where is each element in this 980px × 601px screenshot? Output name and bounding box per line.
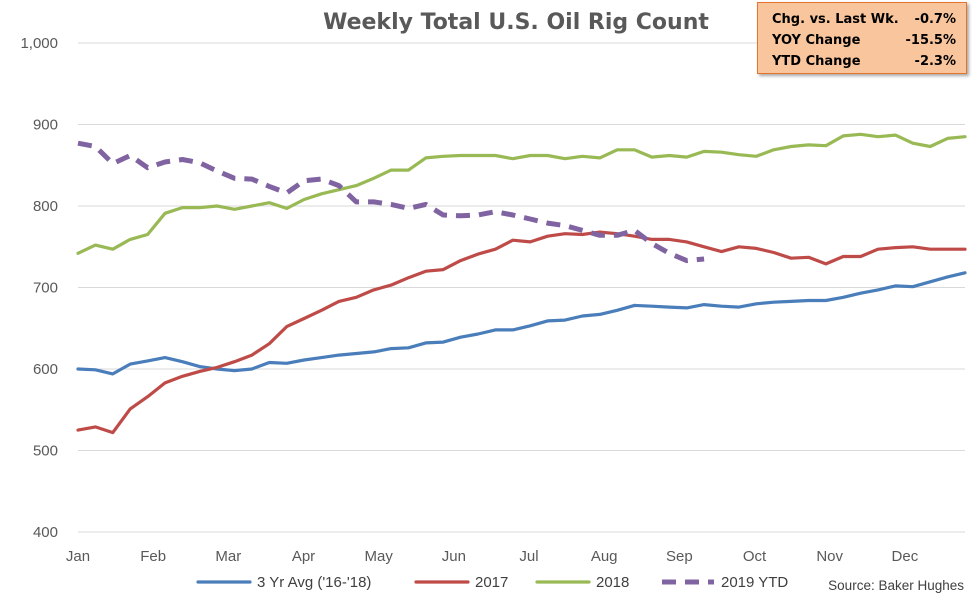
legend-item: 2017 <box>414 574 508 591</box>
y-tick-label: 500 <box>33 443 58 460</box>
y-tick-label: 600 <box>33 361 58 378</box>
legend-label: 3 Yr Avg ('16-'18) <box>257 574 371 591</box>
source-note: Source: Baker Hughes <box>828 578 964 593</box>
stat-row-weekly-change: Chg. vs. Last Wk. -0.7% <box>772 9 956 30</box>
y-tick-label: 800 <box>33 198 58 215</box>
x-axis-tick-labels: Jan Feb Mar Apr May Jun Jul Aug Sep Oct Nov Dec <box>66 548 919 565</box>
y-axis-tick-labels: 400 500 600 700 800 900 1,000 <box>20 35 58 541</box>
y-tick-label: 900 <box>33 117 58 134</box>
series-line-2018 <box>76 132 967 255</box>
x-tick-label: Mar <box>215 548 241 565</box>
legend-item: 3 Yr Avg ('16-'18) <box>196 574 371 591</box>
series-lines <box>76 132 967 435</box>
stat-value: -2.3% <box>914 54 956 69</box>
x-tick-label: Jun <box>442 548 466 565</box>
x-tick-label: May <box>365 548 394 565</box>
x-tick-label: Nov <box>816 548 843 565</box>
legend: 3 Yr Avg ('16-'18) 2017 2018 2019 YTD <box>196 574 788 591</box>
stat-row-yoy-change: YOY Change -15.5% <box>772 30 956 51</box>
legend-label: 2017 <box>475 574 508 591</box>
series-line-2019-ytd <box>77 140 705 264</box>
summary-stats-box: Chg. vs. Last Wk. -0.7% YOY Change -15.5… <box>757 2 967 74</box>
x-tick-label: Oct <box>743 548 767 565</box>
x-tick-label: Feb <box>140 548 166 565</box>
x-tick-label: Dec <box>892 548 919 565</box>
gridlines <box>78 42 965 451</box>
x-tick-label: Aug <box>591 548 618 565</box>
series-line-2017 <box>76 230 967 435</box>
stat-label: YOY Change <box>772 33 861 48</box>
x-tick-label: Jul <box>519 548 538 565</box>
chart-title: Weekly Total U.S. Oil Rig Count <box>323 10 709 35</box>
legend-label: 2018 <box>596 574 629 591</box>
stat-value: -15.5% <box>905 33 957 48</box>
x-tick-label: Jan <box>66 548 90 565</box>
y-tick-label: 400 <box>33 524 58 541</box>
stat-label: Chg. vs. Last Wk. <box>772 12 899 27</box>
series-line-3-yr-avg-16-18 <box>76 271 967 376</box>
x-tick-label: Apr <box>292 548 315 565</box>
x-tick-label: Sep <box>666 548 693 565</box>
y-tick-label: 1,000 <box>20 35 58 52</box>
stat-value: -0.7% <box>914 12 956 27</box>
stat-row-ytd-change: YTD Change -2.3% <box>772 51 956 72</box>
legend-item: 2018 <box>535 574 629 591</box>
legend-item: 2019 YTD <box>662 574 788 591</box>
y-tick-label: 700 <box>33 280 58 297</box>
stat-label: YTD Change <box>772 54 861 69</box>
legend-label: 2019 YTD <box>721 574 788 591</box>
